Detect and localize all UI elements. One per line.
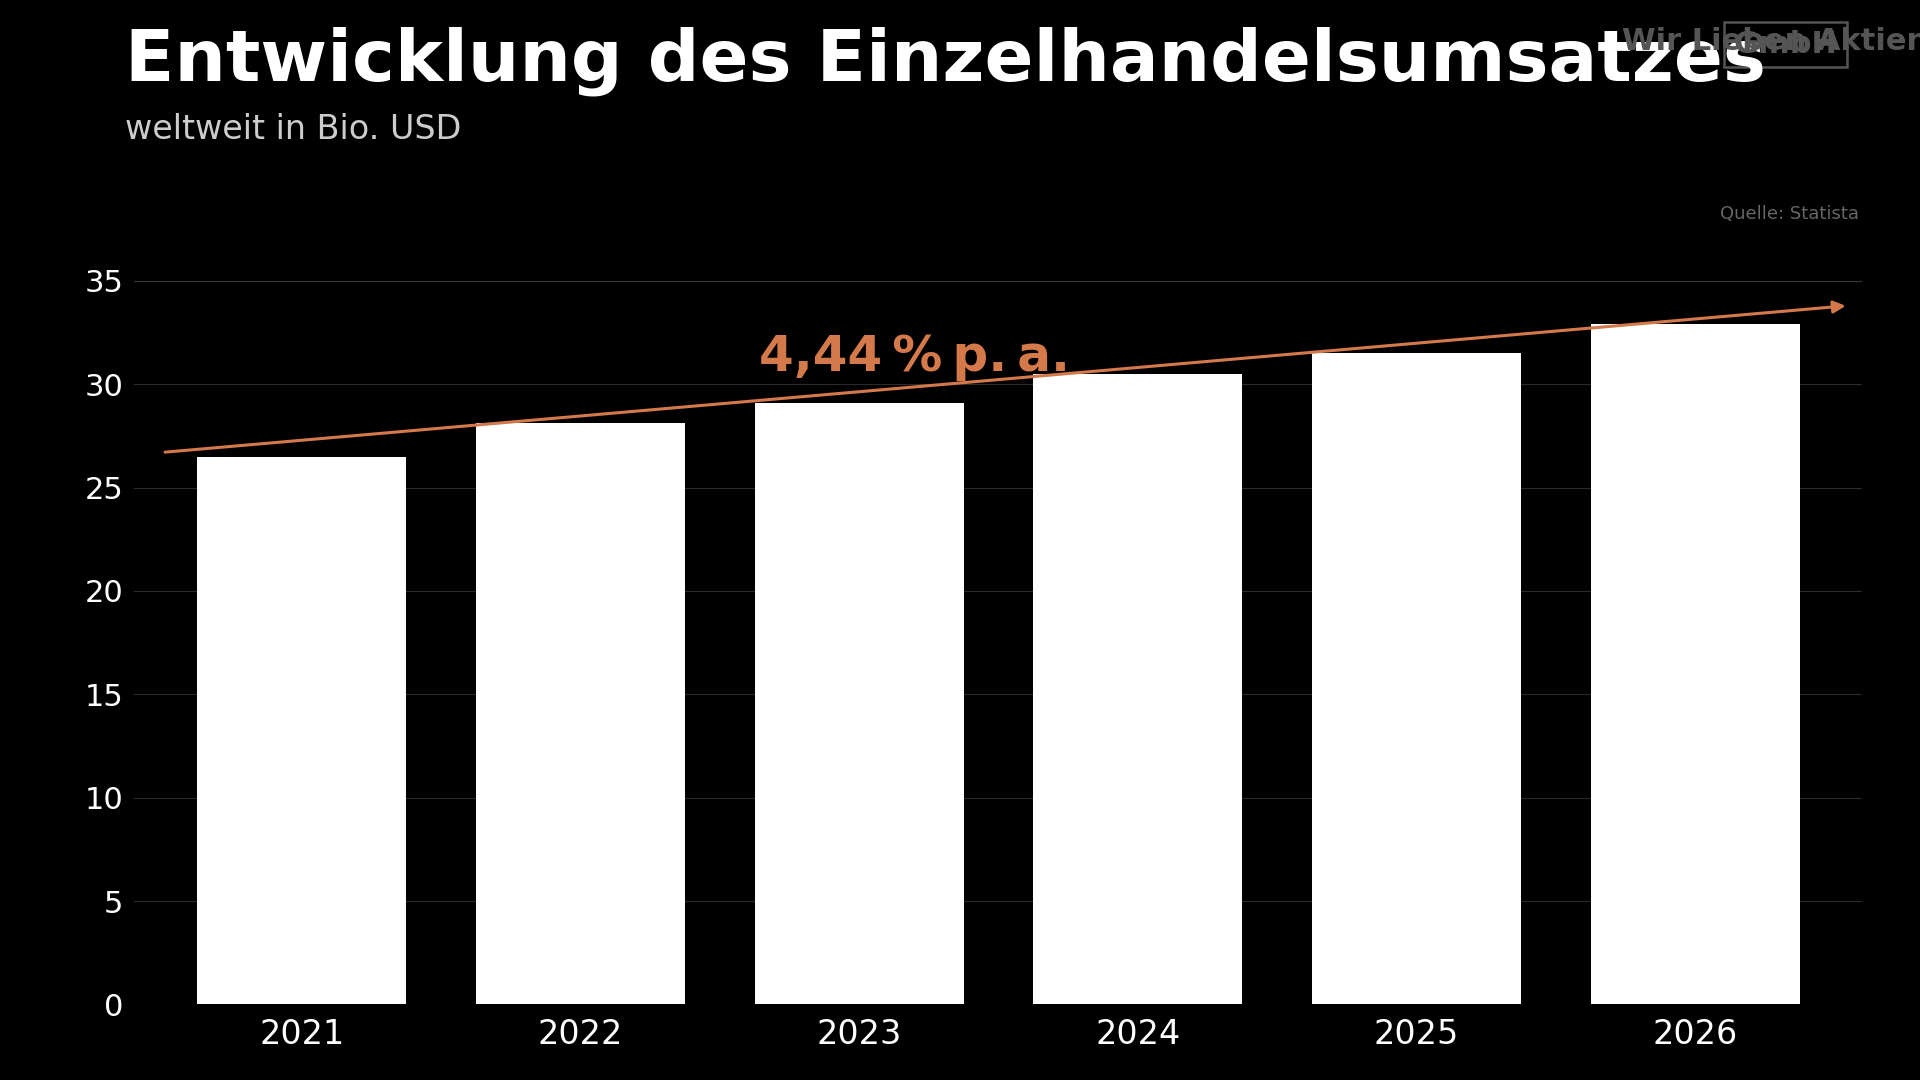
Text: GmbH: GmbH — [1734, 30, 1837, 58]
Bar — [1311, 353, 1521, 1004]
Bar — [1590, 324, 1799, 1004]
Text: Entwicklung des Einzelhandelsumsatzes: Entwicklung des Einzelhandelsumsatzes — [125, 27, 1766, 96]
Text: Quelle: Statista: Quelle: Statista — [1720, 205, 1859, 224]
Bar — [198, 457, 407, 1004]
Text: weltweit in Bio. USD: weltweit in Bio. USD — [125, 113, 461, 147]
Text: 4,44 % p. a.: 4,44 % p. a. — [758, 334, 1069, 381]
Bar — [1033, 374, 1242, 1004]
Text: Wir Lieben Aktien: Wir Lieben Aktien — [1622, 27, 1920, 56]
Bar — [755, 403, 964, 1004]
Bar — [476, 423, 685, 1004]
